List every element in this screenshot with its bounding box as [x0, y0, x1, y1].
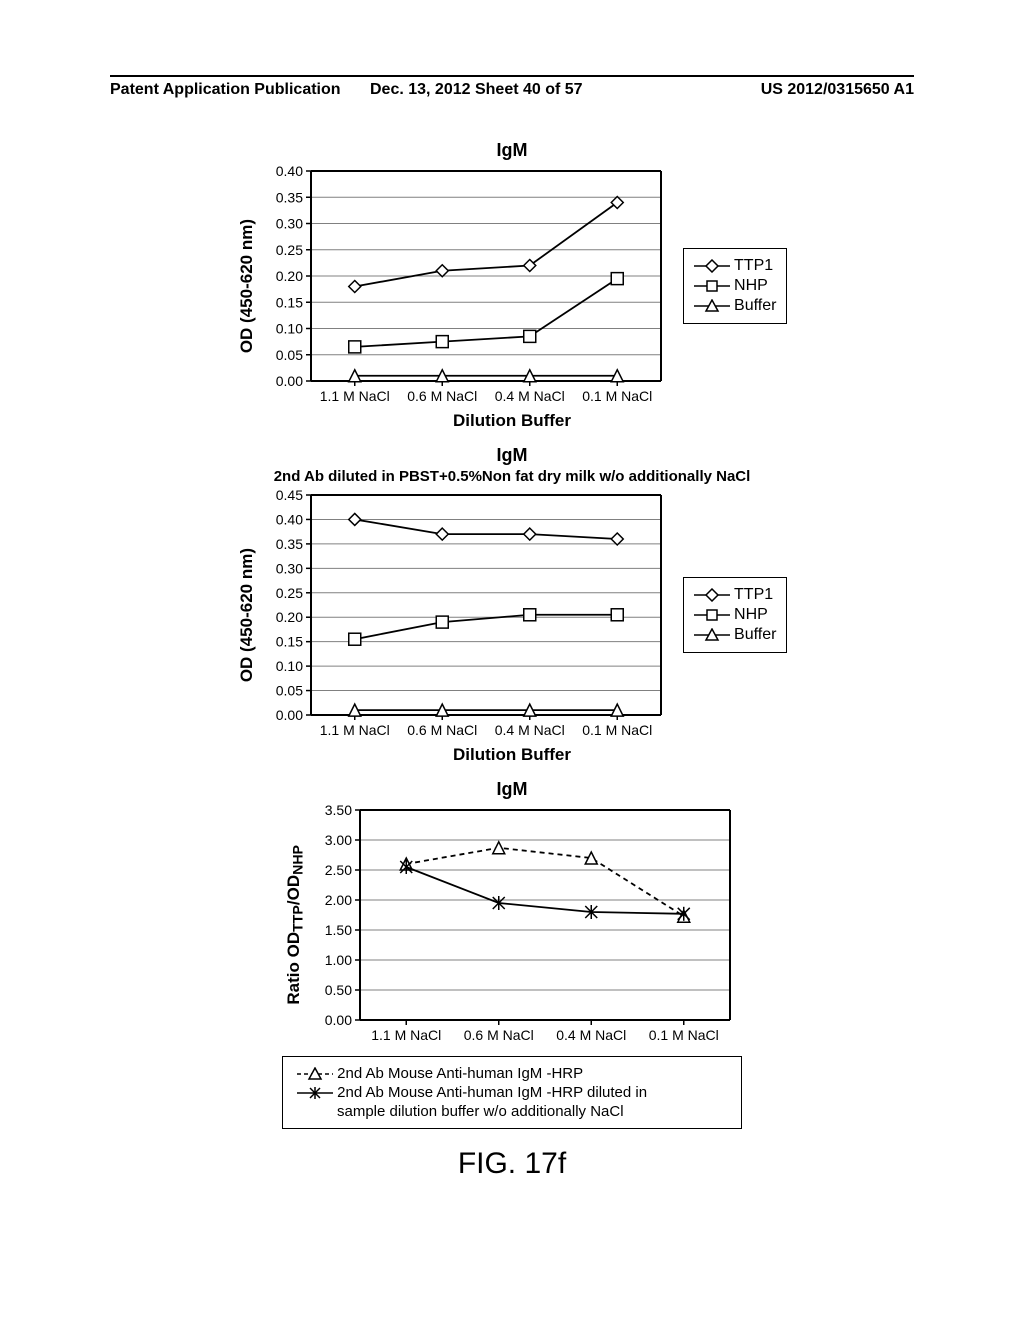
chart-3-legend: 2nd Ab Mouse Anti-human IgM -HRP 2nd Ab … — [282, 1056, 742, 1129]
svg-text:0.30: 0.30 — [275, 560, 302, 576]
chart-1: IgM OD (450-620 nm) 0.00 0.05 0.10 0.15 0.20… — [192, 140, 832, 431]
chart-1-title: IgM — [192, 140, 832, 161]
svg-text:3.00: 3.00 — [325, 832, 352, 848]
chart-2-ylabel: OD (450-620 nm) — [237, 548, 257, 682]
chart-1-xlabel: Dilution Buffer — [192, 411, 832, 431]
svg-text:0.25: 0.25 — [275, 585, 302, 601]
svg-text:0.6 M NaCl: 0.6 M NaCl — [464, 1027, 534, 1043]
svg-text:0.05: 0.05 — [275, 683, 302, 699]
svg-text:2.00: 2.00 — [325, 892, 352, 908]
svg-text:0.30: 0.30 — [275, 216, 302, 232]
svg-text:0.40: 0.40 — [275, 163, 302, 179]
svg-text:0.45: 0.45 — [275, 487, 302, 503]
svg-text:3.50: 3.50 — [325, 802, 352, 818]
page-header: Patent Application Publication Dec. 13, … — [110, 75, 914, 99]
svg-text:0.1 M NaCl: 0.1 M NaCl — [649, 1027, 719, 1043]
svg-text:0.05: 0.05 — [275, 347, 302, 363]
svg-text:1.1 M NaCl: 1.1 M NaCl — [319, 388, 389, 404]
chart-1-ylabel: OD (450-620 nm) — [237, 219, 257, 353]
legend-ttp1: TTP1 — [734, 257, 773, 275]
svg-text:0.35: 0.35 — [275, 189, 302, 205]
legend-buffer: Buffer — [734, 297, 776, 315]
chart-3: IgM Ratio ODTTP/ODNHP 0.00 0.50 1.00 1.50 2.… — [192, 779, 832, 1129]
svg-text:0.00: 0.00 — [275, 707, 302, 723]
figure-area: IgM OD (450-620 nm) 0.00 0.05 0.10 0.15 0.20… — [0, 140, 1024, 1181]
svg-text:1.00: 1.00 — [325, 952, 352, 968]
svg-text:2.50: 2.50 — [325, 862, 352, 878]
legend-nhp: NHP — [734, 277, 768, 295]
svg-text:0.1 M NaCl: 0.1 M NaCl — [582, 722, 652, 738]
header-left: Patent Application Publication — [110, 81, 341, 99]
chart-1-svg: 0.00 0.05 0.10 0.15 0.20 0.25 0.30 0.35 0.40 1.1 … — [261, 163, 671, 409]
legend-3a: 2nd Ab Mouse Anti-human IgM -HRP — [337, 1065, 583, 1082]
svg-text:0.10: 0.10 — [275, 321, 302, 337]
chart-2-legend: TTP1 NHP Buffer — [683, 577, 788, 653]
svg-text:0.20: 0.20 — [275, 609, 302, 625]
chart-2-subtitle: 2nd Ab diluted in PBST+0.5%Non fat dry m… — [192, 468, 832, 485]
chart-2: IgM 2nd Ab diluted in PBST+0.5%Non fat d… — [192, 445, 832, 765]
svg-text:0.35: 0.35 — [275, 536, 302, 552]
legend-3b-line2: sample dilution buffer w/o additionally … — [337, 1103, 624, 1120]
legend-buffer-2: Buffer — [734, 626, 776, 644]
chart-3-title: IgM — [192, 779, 832, 800]
legend-ttp1-2: TTP1 — [734, 586, 773, 604]
svg-text:1.50: 1.50 — [325, 922, 352, 938]
svg-text:0.50: 0.50 — [325, 982, 352, 998]
chart-2-xlabel: Dilution Buffer — [192, 745, 832, 765]
chart-2-title: IgM — [192, 445, 832, 466]
chart-1-legend: TTP1 NHP Buffer — [683, 248, 788, 324]
svg-text:1.1 M NaCl: 1.1 M NaCl — [319, 722, 389, 738]
header-mid: Dec. 13, 2012 Sheet 40 of 57 — [370, 81, 583, 99]
legend-3b: 2nd Ab Mouse Anti-human IgM -HRP diluted… — [337, 1084, 647, 1101]
page: Patent Application Publication Dec. 13, … — [0, 0, 1024, 1320]
svg-text:0.15: 0.15 — [275, 294, 302, 310]
svg-text:0.40: 0.40 — [275, 511, 302, 527]
figure-label: FIG. 17f — [0, 1147, 1024, 1181]
svg-text:1.1 M NaCl: 1.1 M NaCl — [371, 1027, 441, 1043]
svg-text:0.25: 0.25 — [275, 242, 302, 258]
svg-text:0.00: 0.00 — [325, 1012, 352, 1028]
chart-3-svg: 0.00 0.50 1.00 1.50 2.00 2.50 3.00 3.50 1.1 M Na… — [310, 802, 740, 1048]
svg-text:0.4 M NaCl: 0.4 M NaCl — [556, 1027, 626, 1043]
svg-text:0.6 M NaCl: 0.6 M NaCl — [407, 388, 477, 404]
svg-text:0.1 M NaCl: 0.1 M NaCl — [582, 388, 652, 404]
svg-text:0.6 M NaCl: 0.6 M NaCl — [407, 722, 477, 738]
legend-nhp-2: NHP — [734, 606, 768, 624]
svg-text:0.15: 0.15 — [275, 634, 302, 650]
svg-text:0.10: 0.10 — [275, 658, 302, 674]
svg-text:0.4 M NaCl: 0.4 M NaCl — [494, 388, 564, 404]
svg-text:0.00: 0.00 — [275, 373, 302, 389]
header-right: US 2012/0315650 A1 — [761, 81, 914, 99]
svg-text:0.20: 0.20 — [275, 268, 302, 284]
chart-3-ylabel: Ratio ODTTP/ODNHP — [284, 845, 306, 1005]
chart-2-svg: 0.00 0.05 0.10 0.15 0.20 0.25 0.30 0.35 0.40 0.45… — [261, 487, 671, 743]
svg-text:0.4 M NaCl: 0.4 M NaCl — [494, 722, 564, 738]
